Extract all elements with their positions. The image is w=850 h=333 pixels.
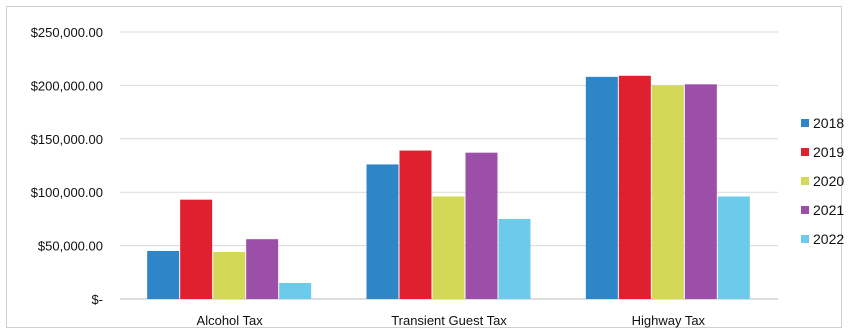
bar-2021-transient-guest-tax <box>465 152 498 299</box>
bar-2022-highway-tax <box>717 196 750 299</box>
x-category-label: Highway Tax <box>632 313 706 328</box>
bar-2022-transient-guest-tax <box>498 218 531 299</box>
bar-2019-transient-guest-tax <box>399 150 432 299</box>
chart-frame <box>6 6 842 328</box>
y-tick-label: $200,000.00 <box>31 78 103 93</box>
bar-2019-highway-tax <box>618 75 651 300</box>
legend-label-2018: 2018 <box>813 115 844 131</box>
legend-label-2019: 2019 <box>813 144 844 160</box>
legend-swatch-2019 <box>801 148 809 156</box>
legend-label-2020: 2020 <box>813 173 844 189</box>
x-category-label: Alcohol Tax <box>197 313 264 328</box>
bar-2020-highway-tax <box>651 85 684 300</box>
bar-2020-alcohol-tax <box>213 252 246 299</box>
y-tick-label: $100,000.00 <box>31 185 103 200</box>
bar-2022-alcohol-tax <box>279 282 312 299</box>
y-tick-label: $- <box>91 292 103 307</box>
bar-2018-highway-tax <box>585 76 618 299</box>
legend-swatch-2020 <box>801 177 809 185</box>
x-category-label: Transient Guest Tax <box>391 313 507 328</box>
bar-2019-alcohol-tax <box>180 199 213 299</box>
y-tick-label: $250,000.00 <box>31 25 103 40</box>
y-tick-label: $50,000.00 <box>38 239 103 254</box>
bar-2018-transient-guest-tax <box>366 164 399 299</box>
legend-swatch-2018 <box>801 119 809 127</box>
legend-label-2022: 2022 <box>813 231 844 247</box>
y-tick-label: $150,000.00 <box>31 132 103 147</box>
bar-2018-alcohol-tax <box>147 250 180 299</box>
bar-2020-transient-guest-tax <box>432 196 465 299</box>
legend-swatch-2021 <box>801 206 809 214</box>
legend-label-2021: 2021 <box>813 202 844 218</box>
bar-2021-alcohol-tax <box>246 239 279 299</box>
legend-swatch-2022 <box>801 235 809 243</box>
bar-2021-highway-tax <box>684 84 717 299</box>
